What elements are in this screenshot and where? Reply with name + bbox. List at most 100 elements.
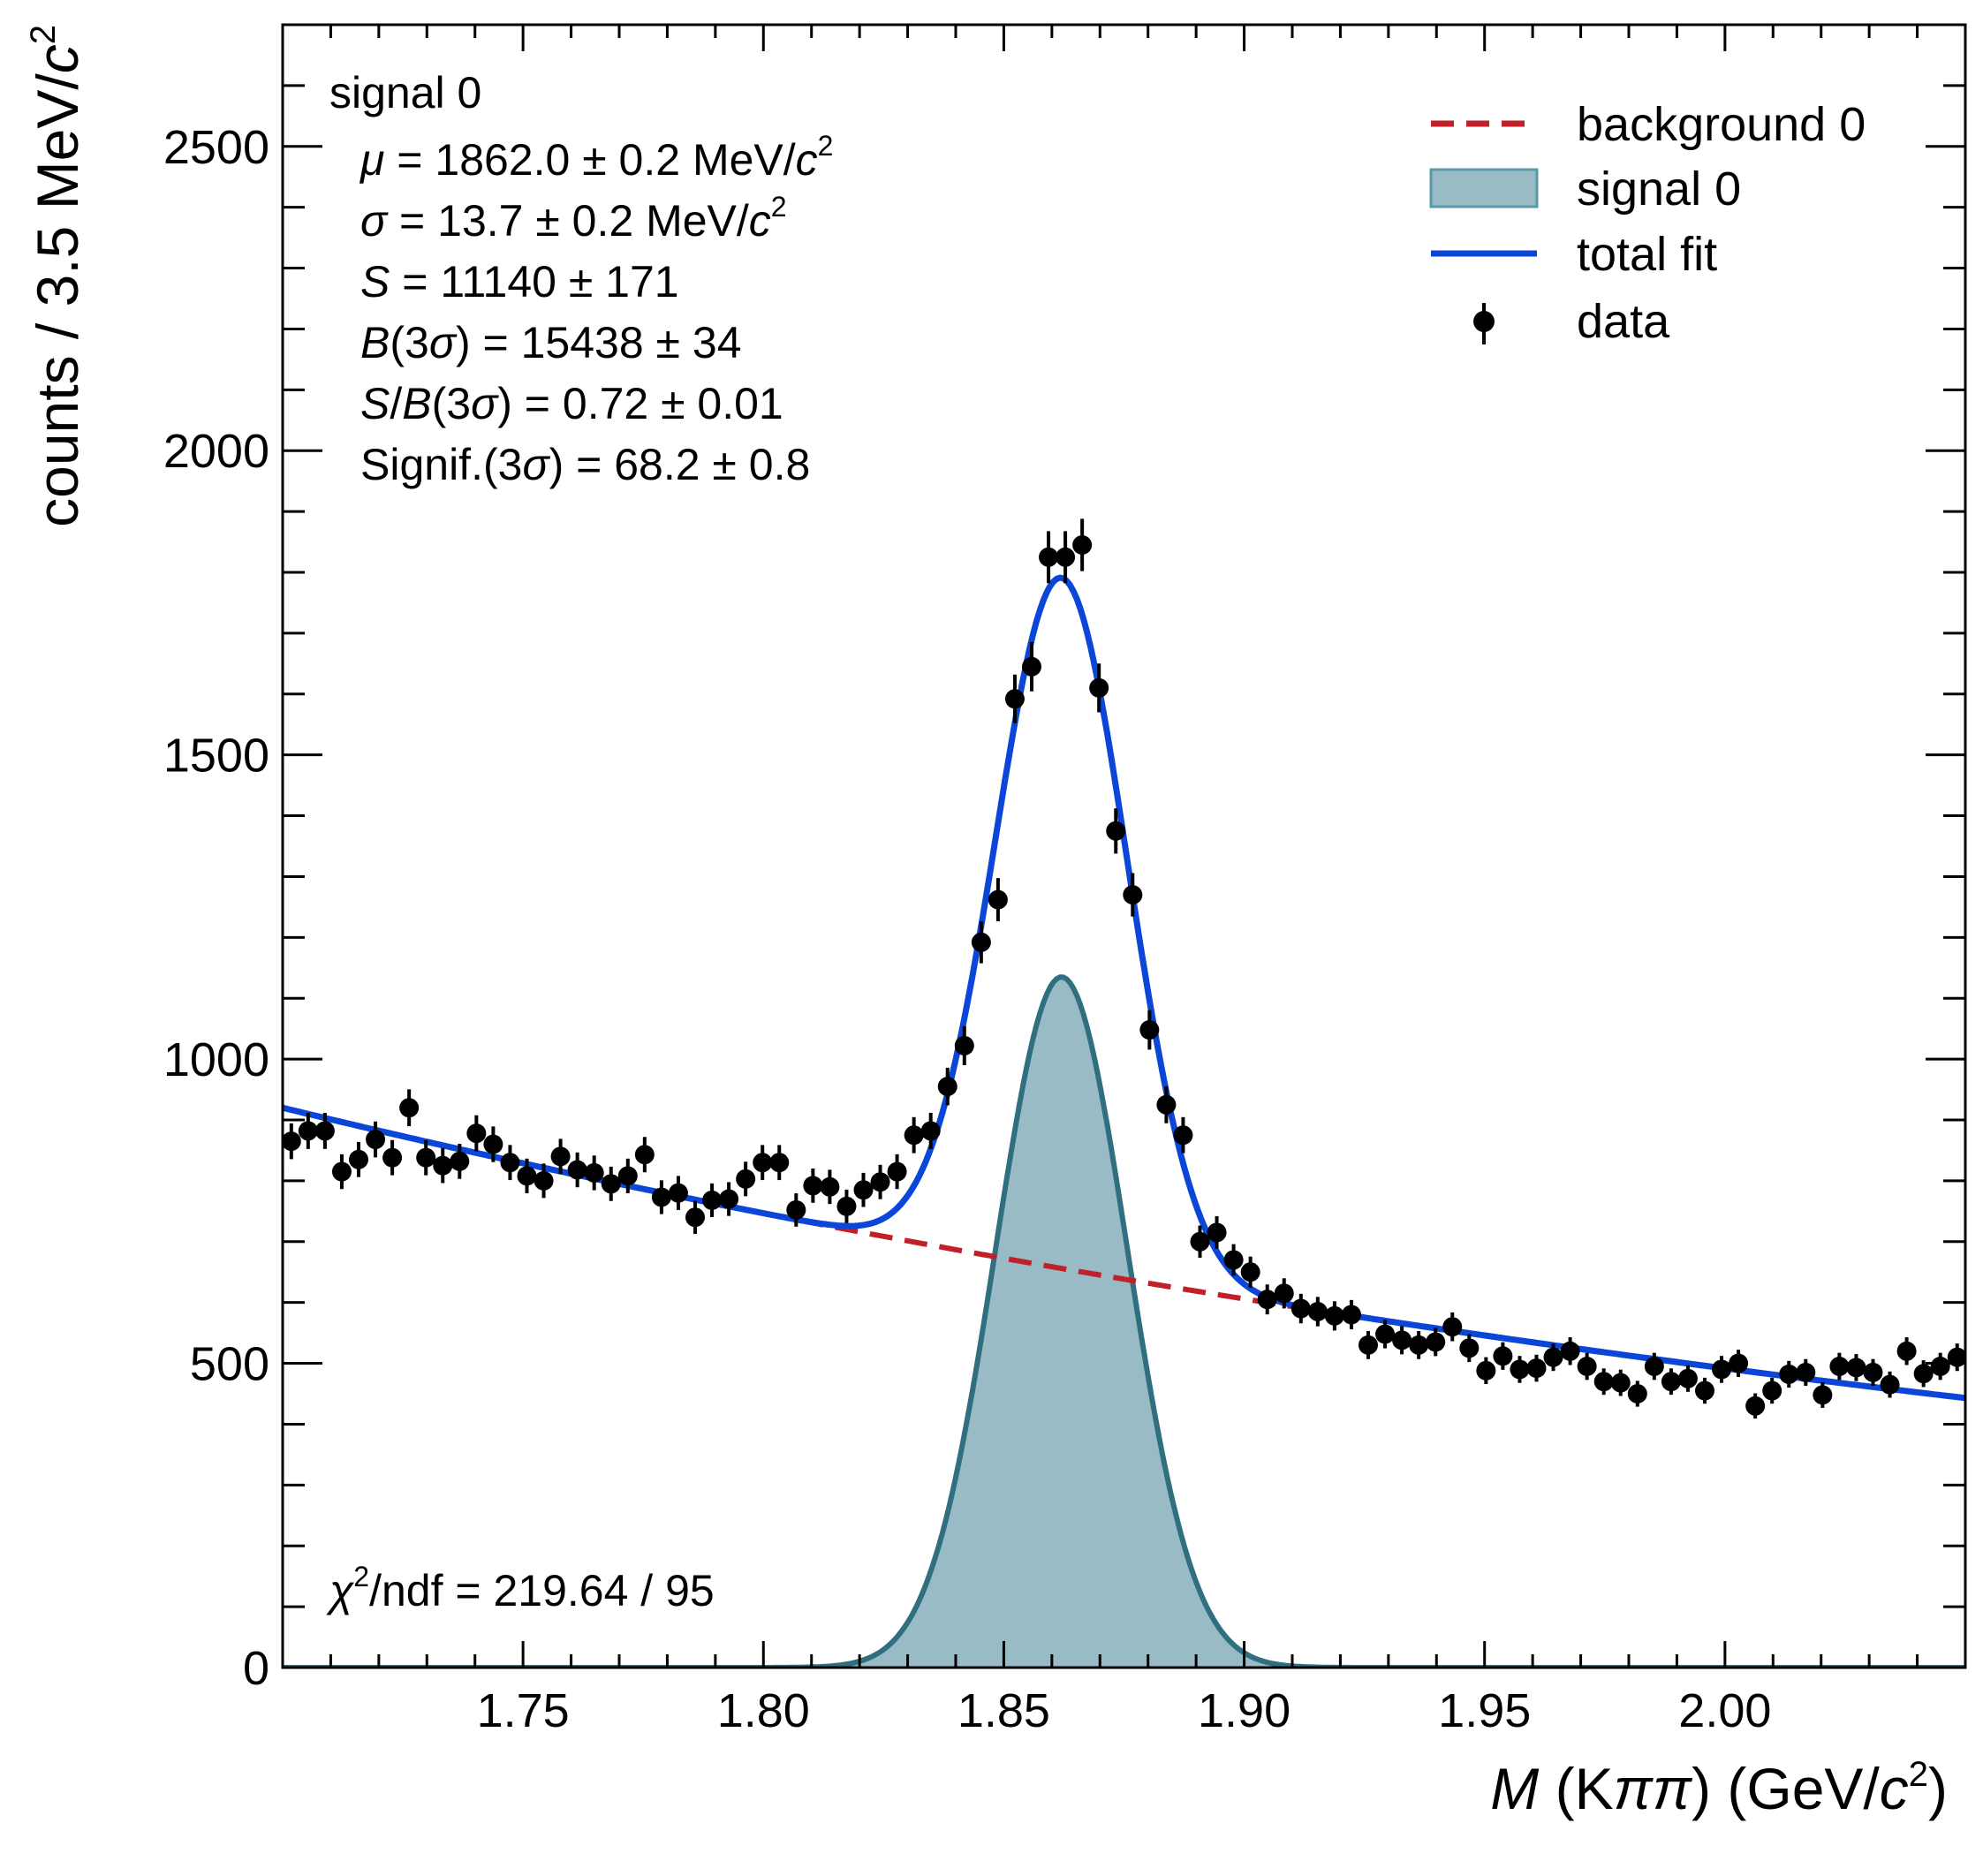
data-point bbox=[1207, 1216, 1227, 1249]
y-axis-ticks bbox=[283, 23, 1965, 1608]
data-point-marker bbox=[382, 1147, 403, 1168]
data-point-marker bbox=[1207, 1222, 1227, 1243]
data-point bbox=[1106, 808, 1126, 854]
data-point bbox=[584, 1155, 604, 1191]
data-point bbox=[1796, 1358, 1816, 1387]
data-point bbox=[853, 1172, 874, 1207]
data-point-marker bbox=[971, 932, 991, 952]
data-point-marker bbox=[836, 1196, 857, 1216]
data-point bbox=[887, 1154, 907, 1190]
data-point-marker bbox=[1173, 1125, 1193, 1146]
data-point-marker bbox=[348, 1149, 368, 1169]
annotation-sigma: σ = 13.7 ± 0.2 MeV/c2 bbox=[360, 191, 787, 246]
data-point-marker bbox=[853, 1180, 874, 1200]
data-point-marker bbox=[988, 889, 1008, 910]
data-point bbox=[1392, 1326, 1412, 1355]
data-point bbox=[1190, 1225, 1210, 1259]
data-point-marker bbox=[1426, 1332, 1446, 1352]
data-point-marker bbox=[1661, 1372, 1681, 1392]
data-point bbox=[450, 1143, 470, 1179]
data-point-marker bbox=[534, 1170, 554, 1191]
data-point-marker bbox=[1796, 1362, 1816, 1382]
data-point bbox=[803, 1169, 823, 1203]
data-point bbox=[1341, 1299, 1361, 1330]
data-point bbox=[366, 1121, 386, 1158]
data-point bbox=[1223, 1244, 1244, 1276]
data-point bbox=[1375, 1320, 1396, 1349]
data-point-marker bbox=[870, 1172, 890, 1192]
x-tick-label: 1.90 bbox=[1198, 1684, 1290, 1737]
data-point bbox=[1274, 1278, 1294, 1309]
y-tick-label: 500 bbox=[190, 1338, 269, 1391]
x-axis-tick-labels: 1.75 1.80 1.85 1.90 1.95 2.00 bbox=[477, 1684, 1772, 1737]
legend-swatch-signal-0 bbox=[1429, 168, 1539, 208]
data-point-marker bbox=[1307, 1302, 1328, 1321]
y-tick-label: 1500 bbox=[163, 730, 269, 783]
data-point bbox=[1644, 1352, 1664, 1381]
data-point bbox=[1240, 1256, 1260, 1288]
data-point bbox=[1593, 1368, 1614, 1396]
data-point-marker bbox=[1106, 821, 1126, 841]
data-point bbox=[769, 1145, 790, 1181]
data-point bbox=[416, 1139, 436, 1176]
data-point bbox=[1577, 1352, 1597, 1381]
data-point-marker bbox=[651, 1187, 671, 1207]
data-point bbox=[1930, 1352, 1950, 1381]
data-point-marker bbox=[601, 1174, 621, 1194]
data-point bbox=[601, 1166, 621, 1201]
data-point bbox=[1813, 1381, 1833, 1408]
data-point-marker bbox=[1442, 1317, 1463, 1337]
data-point bbox=[1880, 1371, 1900, 1398]
data-point-marker bbox=[1190, 1231, 1210, 1252]
data-point-marker bbox=[786, 1199, 806, 1220]
data-point-marker bbox=[1056, 547, 1076, 567]
data-point bbox=[1004, 674, 1025, 723]
y-tick-label: 2500 bbox=[163, 121, 269, 174]
data-point bbox=[668, 1176, 688, 1210]
data-point bbox=[753, 1145, 773, 1181]
data-point bbox=[1745, 1393, 1766, 1419]
data-point-marker bbox=[668, 1183, 688, 1203]
data-point bbox=[1409, 1331, 1429, 1359]
data-point bbox=[1021, 641, 1041, 692]
data-point bbox=[870, 1164, 890, 1199]
data-point-marker bbox=[1610, 1373, 1631, 1393]
x-axis-ticks bbox=[329, 25, 1967, 1668]
y-axis-title: counts / 3.5 MeV/c2 bbox=[24, 25, 90, 527]
data-point-marker bbox=[1375, 1324, 1396, 1344]
data-point bbox=[820, 1169, 840, 1205]
data-point bbox=[971, 921, 991, 964]
data-point-marker bbox=[702, 1190, 723, 1210]
data-point bbox=[904, 1116, 924, 1154]
data-point bbox=[348, 1141, 368, 1177]
data-point-marker bbox=[887, 1161, 907, 1182]
legend-label-background-0: background 0 bbox=[1577, 98, 1866, 151]
data-point bbox=[1123, 873, 1143, 917]
total-fit-line bbox=[283, 574, 1965, 1402]
data-point-marker bbox=[937, 1077, 957, 1097]
annotation-significance: Signif.(3σ) = 68.2 ± 0.8 bbox=[360, 440, 810, 489]
data-point-marker bbox=[1729, 1353, 1749, 1373]
data-point bbox=[500, 1145, 520, 1181]
data-point-marker bbox=[1123, 885, 1143, 905]
data-point-marker bbox=[1846, 1358, 1866, 1378]
fit-curves bbox=[283, 574, 1965, 1668]
data-point bbox=[685, 1200, 705, 1234]
annotation-background-yield: B(3σ) = 15438 ± 34 bbox=[360, 318, 742, 367]
data-point-marker bbox=[550, 1146, 571, 1167]
y-tick-label: 1000 bbox=[163, 1033, 269, 1086]
data-point bbox=[1526, 1354, 1547, 1382]
data-point-marker bbox=[1089, 677, 1109, 698]
data-point-marker bbox=[1677, 1368, 1698, 1388]
data-point bbox=[1779, 1360, 1799, 1388]
x-tick-label: 1.95 bbox=[1438, 1684, 1531, 1737]
data-point-marker bbox=[1021, 656, 1041, 677]
data-point-marker bbox=[753, 1153, 773, 1173]
data-point bbox=[1358, 1331, 1378, 1359]
data-point bbox=[1677, 1365, 1698, 1392]
data-point-marker bbox=[1341, 1305, 1361, 1325]
data-point-marker bbox=[1257, 1290, 1277, 1310]
annotation-s-over-b: S/B(3σ) = 0.72 ± 0.01 bbox=[360, 379, 783, 428]
data-point-marker bbox=[1930, 1357, 1950, 1376]
data-point bbox=[1947, 1343, 1965, 1372]
